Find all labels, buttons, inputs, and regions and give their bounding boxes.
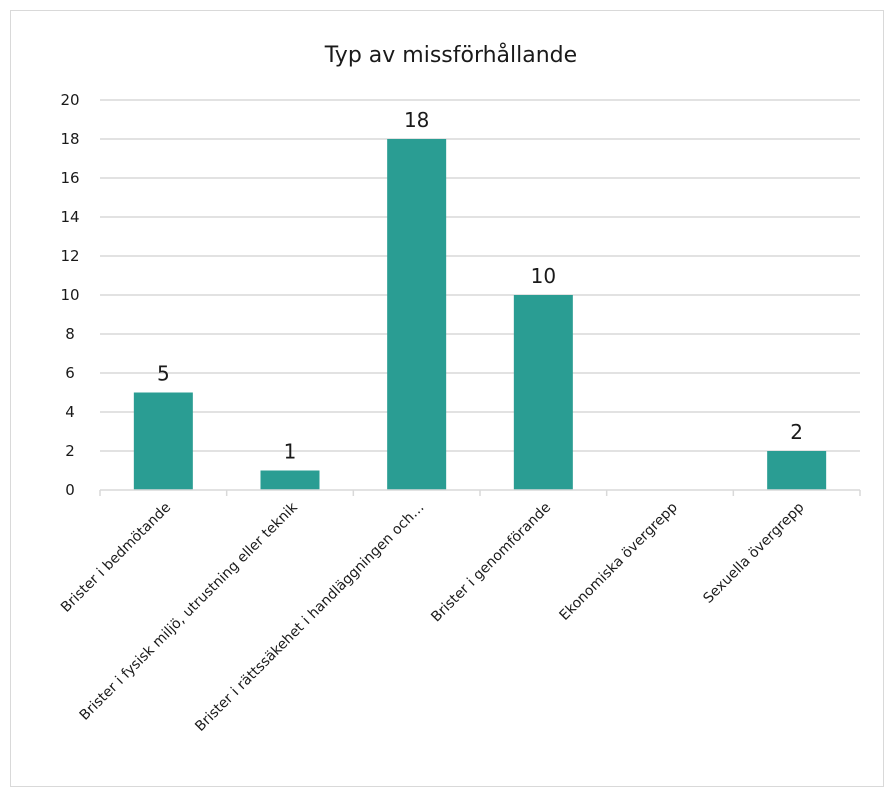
data-label: 5 <box>157 362 170 386</box>
x-axis <box>100 490 860 496</box>
bar <box>767 451 826 490</box>
y-tick-label: 14 <box>60 208 79 226</box>
data-labels: 5 1 18 10 2 <box>157 108 803 464</box>
y-tick-label: 6 <box>65 364 75 382</box>
x-category-label: Brister i bedmötande <box>58 500 174 616</box>
y-tick-label: 10 <box>60 286 79 304</box>
y-tick-label: 2 <box>65 442 75 460</box>
x-category-label: Brister i fysisk miljö, utrustning eller… <box>77 499 302 724</box>
data-label: 18 <box>404 108 429 132</box>
y-tick-label: 8 <box>65 325 75 343</box>
bar <box>261 471 320 491</box>
chart-title: Typ av missförhållande <box>324 42 577 68</box>
data-label: 2 <box>790 420 803 444</box>
gridlines <box>100 100 860 451</box>
y-tick-label: 4 <box>65 403 75 421</box>
y-tick-label: 20 <box>60 91 79 109</box>
bar <box>134 393 193 491</box>
bars <box>134 139 826 490</box>
x-category-label: Brister i rättssäkehet i handläggningen … <box>192 500 427 735</box>
x-category-label: Ekonomiska övergrepp <box>556 499 680 623</box>
y-axis-ticks: 0 2 4 6 8 10 12 14 16 18 20 <box>60 91 79 499</box>
bar <box>387 139 446 490</box>
y-tick-label: 18 <box>60 130 79 148</box>
data-label: 10 <box>531 264 556 288</box>
bar <box>514 295 573 490</box>
y-tick-label: 16 <box>60 169 79 187</box>
x-category-label: Sexuella övergrepp <box>700 499 807 606</box>
x-category-label: Brister i genomförande <box>428 500 554 626</box>
data-label: 1 <box>284 440 297 464</box>
y-tick-label: 12 <box>60 247 79 265</box>
y-tick-label: 0 <box>65 481 75 499</box>
